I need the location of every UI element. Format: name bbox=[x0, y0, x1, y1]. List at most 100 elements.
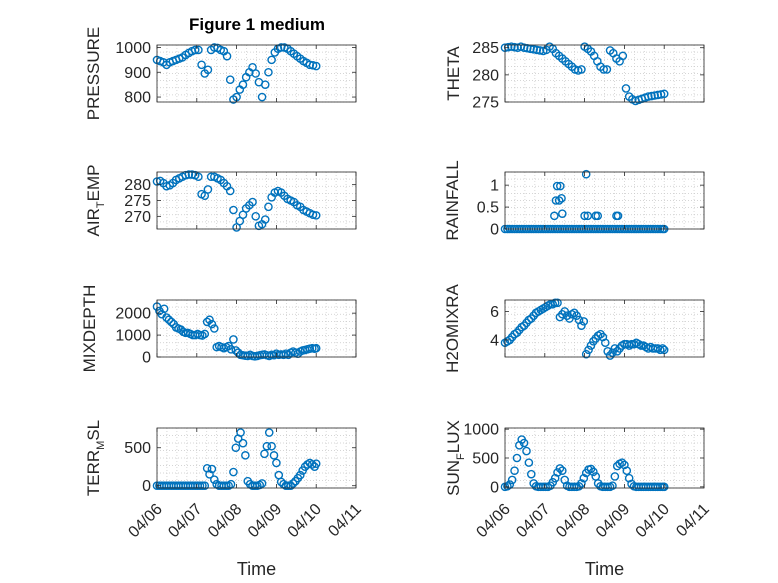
data-point bbox=[524, 458, 534, 467]
x-axis-title: Time bbox=[237, 559, 276, 579]
data-point bbox=[307, 460, 317, 469]
data-point bbox=[522, 446, 531, 456]
chart-panel-theta: 275 280 285 THETA bbox=[444, 40, 705, 112]
data-point bbox=[241, 451, 250, 460]
data-point bbox=[581, 349, 591, 359]
data-point bbox=[164, 315, 174, 325]
y-axis-label: THETA bbox=[444, 46, 463, 101]
data-point bbox=[207, 464, 217, 474]
data-point bbox=[602, 65, 612, 74]
data-point bbox=[579, 317, 589, 326]
data-point bbox=[267, 55, 276, 65]
data-point bbox=[613, 211, 623, 221]
data-point bbox=[658, 344, 667, 353]
data-point bbox=[264, 202, 273, 212]
data-point bbox=[580, 211, 589, 221]
data-point bbox=[288, 479, 298, 488]
data-point bbox=[553, 298, 562, 308]
data-point bbox=[295, 470, 305, 480]
y-tick-label: 280 bbox=[472, 67, 499, 84]
data-point bbox=[159, 304, 169, 314]
data-point bbox=[225, 186, 235, 196]
data-point bbox=[190, 45, 200, 55]
data-point bbox=[558, 209, 567, 218]
data-point bbox=[608, 348, 617, 358]
y-tick-label: 0.5 bbox=[477, 200, 499, 217]
data-point bbox=[202, 317, 212, 327]
data-point bbox=[260, 215, 270, 224]
axes-box bbox=[504, 299, 705, 358]
y-tick-label: 275 bbox=[472, 95, 499, 112]
data-point bbox=[284, 481, 293, 491]
data-point bbox=[311, 459, 321, 469]
data-point bbox=[286, 481, 296, 491]
data-point bbox=[267, 441, 276, 451]
data-point bbox=[225, 75, 235, 84]
data-point bbox=[222, 51, 232, 61]
y-tick-label: 0 bbox=[490, 479, 499, 496]
y-axis-label: AIRTEMP bbox=[84, 165, 107, 237]
y-tick-label: 275 bbox=[124, 193, 151, 210]
data-point bbox=[200, 329, 210, 339]
y-axis-label: SUNFLUX bbox=[444, 420, 467, 496]
y-tick-label: 280 bbox=[124, 177, 151, 194]
data-point bbox=[308, 210, 318, 220]
data-point bbox=[560, 307, 570, 316]
data-point bbox=[184, 170, 194, 179]
data-point bbox=[519, 438, 529, 448]
data-point bbox=[512, 453, 522, 463]
data-point bbox=[558, 466, 567, 475]
data-point bbox=[210, 324, 219, 333]
data-point bbox=[529, 45, 538, 54]
data-point bbox=[659, 89, 669, 99]
data-point bbox=[572, 311, 581, 320]
y-tick-label: 1000 bbox=[463, 422, 499, 439]
data-point bbox=[565, 314, 574, 323]
data-point bbox=[167, 317, 176, 327]
data-point bbox=[510, 466, 519, 475]
data-point bbox=[194, 172, 203, 182]
data-point bbox=[577, 321, 586, 330]
data-point bbox=[584, 345, 593, 355]
y-tick-label: 800 bbox=[124, 90, 151, 107]
data-point bbox=[272, 458, 281, 468]
y-tick-label: 1 bbox=[490, 178, 499, 195]
axes-box bbox=[504, 171, 705, 230]
data-point bbox=[603, 482, 612, 492]
data-point bbox=[643, 92, 653, 101]
y-tick-label: 500 bbox=[472, 451, 499, 468]
y-axis-label: PRESSURE bbox=[84, 27, 103, 121]
data-point bbox=[262, 441, 272, 451]
data-point bbox=[510, 42, 519, 52]
y-axis-label-subscript: T bbox=[95, 201, 107, 208]
axes-box bbox=[156, 44, 357, 103]
data-point bbox=[251, 69, 260, 78]
data-point bbox=[210, 475, 219, 484]
y-axis-label-subscript: F bbox=[455, 453, 467, 460]
data-point bbox=[251, 212, 260, 221]
data-point bbox=[535, 46, 545, 55]
data-point bbox=[197, 60, 206, 70]
axes-box bbox=[156, 299, 357, 358]
data-point bbox=[311, 61, 321, 71]
data-point bbox=[200, 481, 210, 491]
data-point bbox=[653, 482, 663, 492]
data-point bbox=[659, 482, 669, 492]
data-point bbox=[541, 482, 550, 492]
data-point bbox=[550, 211, 559, 221]
data-point bbox=[195, 481, 205, 491]
data-point bbox=[205, 315, 214, 325]
data-point bbox=[236, 428, 245, 437]
data-point bbox=[264, 428, 274, 437]
data-point bbox=[238, 438, 248, 448]
data-point bbox=[181, 170, 190, 180]
y-tick-label: 6 bbox=[490, 304, 499, 321]
y-axis-label: MIXDEPTH bbox=[80, 285, 99, 373]
y-tick-label: 2000 bbox=[115, 306, 151, 323]
data-point bbox=[555, 464, 565, 473]
data-point bbox=[207, 319, 217, 329]
data-point bbox=[507, 42, 516, 51]
